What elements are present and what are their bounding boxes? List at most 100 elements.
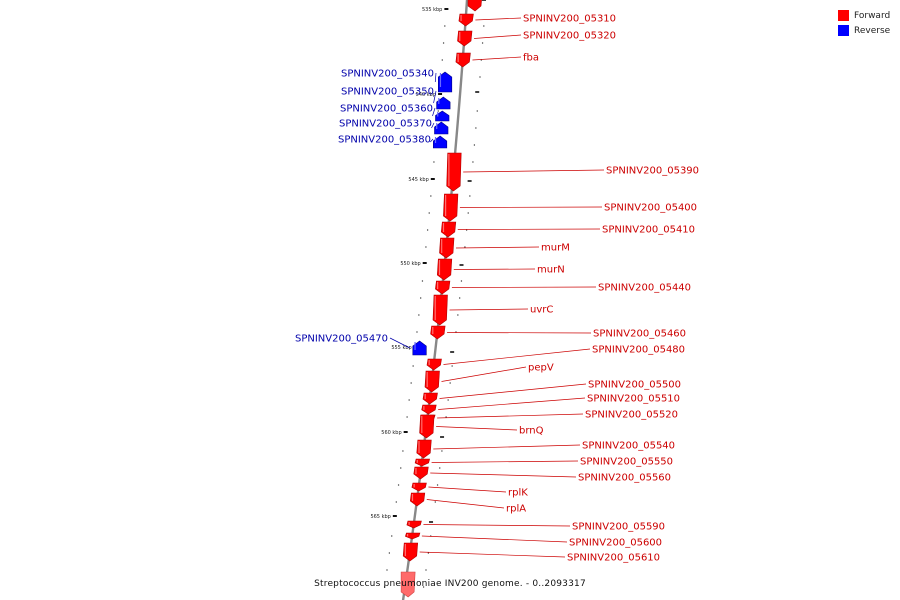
minor-tick xyxy=(400,467,402,469)
minor-tick xyxy=(464,246,466,248)
minor-tick xyxy=(472,161,474,163)
minor-tick xyxy=(418,314,420,316)
leader-line xyxy=(475,17,522,21)
minor-tick xyxy=(467,212,469,214)
gene-label: murM xyxy=(541,243,570,254)
gene-label: SPNINV200_05600 xyxy=(569,538,662,549)
minor-tick xyxy=(441,450,443,452)
ruler-ticks: 535 kbp 540 kbp 545 kbp 550 kbp 555 kbp 560 k… xyxy=(370,0,486,588)
minor-tick xyxy=(475,127,477,129)
minor-tick xyxy=(426,229,429,231)
minor-tick xyxy=(451,365,453,367)
gene-arrow-SPNINV200_05510 xyxy=(421,404,437,415)
gene-arrow-SPNINV200_05360 xyxy=(435,110,450,122)
minor-tick xyxy=(425,246,427,248)
gene-label: uvrC xyxy=(530,305,553,316)
major-tick-mirror xyxy=(429,521,434,523)
minor-tick xyxy=(428,212,430,214)
gene-label: SPNINV200_05540 xyxy=(582,441,675,452)
gene-label: SPNINV200_05590 xyxy=(572,522,665,533)
gene-label: murN xyxy=(537,265,565,276)
gene-label: SPNINV200_05510 xyxy=(587,394,680,405)
gene-arrow-SPNINV200_05500 xyxy=(422,392,438,405)
leader-line xyxy=(441,366,527,382)
legend-label-reverse: Reverse xyxy=(854,25,891,36)
minor-tick xyxy=(408,399,410,401)
gene-label: SPNINV200_05470 xyxy=(295,334,388,345)
major-tick-mirror xyxy=(482,0,486,1)
leader-line xyxy=(447,332,592,334)
minor-tick xyxy=(427,552,429,554)
leader-line xyxy=(423,524,571,527)
minor-tick xyxy=(420,297,422,299)
minor-tick xyxy=(459,297,461,299)
leader-line xyxy=(430,138,434,143)
minor-tick xyxy=(406,416,408,418)
gene-arrow-SPNINV200_05410 xyxy=(440,221,457,238)
gene-label: brnQ xyxy=(519,426,544,437)
minor-tick xyxy=(410,382,412,384)
leader-line xyxy=(430,472,577,478)
ruler-label: 560 kbp xyxy=(381,430,401,436)
gene-label: SPNINV200_05400 xyxy=(604,203,697,214)
minor-tick xyxy=(483,25,485,27)
gene-arrow-partial-top xyxy=(467,0,482,12)
leader-line xyxy=(434,72,437,83)
leader-line xyxy=(432,107,436,117)
gene-arrow-SPNINV200_05440 xyxy=(435,280,451,295)
gene-arrow-pepV xyxy=(424,370,440,393)
gene-label: SPNINV200_05500 xyxy=(588,380,681,391)
minor-tick xyxy=(436,484,439,486)
leader-line xyxy=(419,551,566,558)
leader-line xyxy=(436,426,518,431)
minor-tick xyxy=(465,229,468,231)
gene-label: fba xyxy=(523,53,539,64)
gene-label: SPNINV200_05320 xyxy=(523,31,616,42)
gene-arrow-uvrC xyxy=(432,294,448,326)
minor-tick xyxy=(460,280,463,282)
gene-arrow-fba xyxy=(455,52,471,68)
leader-line xyxy=(457,228,601,230)
major-tick xyxy=(444,8,449,10)
gene-label: SPNINV200_05410 xyxy=(602,225,695,236)
gene-arrow-SPNINV200_05320 xyxy=(457,30,473,47)
leader-line xyxy=(438,397,586,410)
gene-arrow-SPNINV200_05540 xyxy=(416,439,432,459)
gene-arrow-rplK xyxy=(411,482,427,492)
ruler-label: 550 kbp xyxy=(400,261,420,267)
gene-label: SPNINV200_05560 xyxy=(578,473,671,484)
leader-line xyxy=(431,122,435,129)
leader-line xyxy=(421,535,568,543)
minor-tick xyxy=(402,450,404,452)
gene-arrow-brnQ xyxy=(419,414,435,439)
gene-label: rplK xyxy=(508,488,528,499)
leader-line xyxy=(474,34,522,39)
leader-line xyxy=(426,499,505,509)
leader-line xyxy=(428,486,507,493)
ruler-label: 535 kbp xyxy=(422,7,442,13)
major-tick xyxy=(430,178,435,180)
gene-label: SPNINV200_05350 xyxy=(341,87,434,98)
minor-tick xyxy=(383,586,386,588)
strand-legend: Forward Reverse xyxy=(838,8,890,38)
leader-line xyxy=(472,56,522,61)
minor-tick xyxy=(473,144,476,146)
minor-tick xyxy=(476,110,478,112)
minor-tick xyxy=(386,569,388,571)
gene-label: SPNINV200_05390 xyxy=(606,166,699,177)
legend-label-forward: Forward xyxy=(854,10,891,21)
gene-arrow-SPNINV200_05610 xyxy=(402,542,419,562)
minor-tick xyxy=(457,314,459,316)
gene-arrow-SPNINV200_05550 xyxy=(414,458,430,467)
legend-item-forward: Forward xyxy=(838,8,890,23)
minor-tick xyxy=(421,280,424,282)
ruler-label: 540 kbp xyxy=(416,92,436,98)
minor-tick xyxy=(444,25,446,27)
minor-tick xyxy=(447,399,449,401)
minor-tick xyxy=(455,331,457,333)
gene-label: SPNINV200_05440 xyxy=(598,283,691,294)
forward-swatch xyxy=(838,10,849,21)
